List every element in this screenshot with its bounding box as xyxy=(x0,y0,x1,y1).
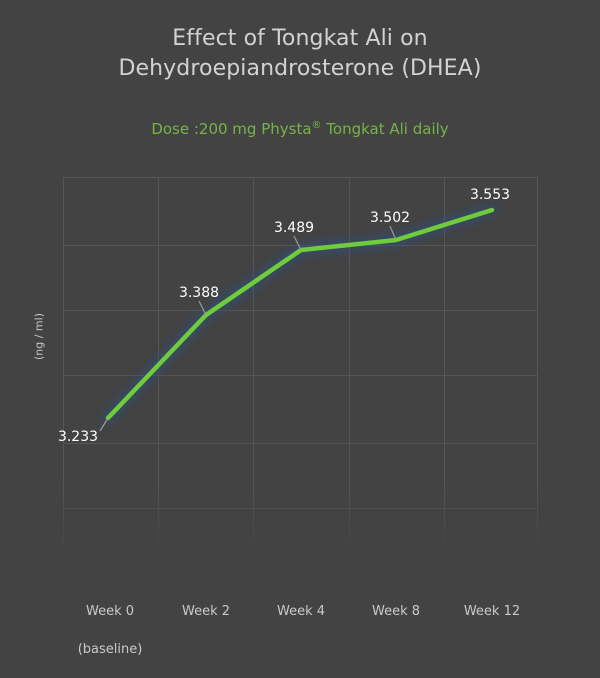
x-tick-label-4: Week 12 xyxy=(432,583,552,640)
data-label-3: 3.502 xyxy=(369,210,411,226)
chart-subtitle-prefix: Dose :200 mg Physta xyxy=(151,120,312,138)
chart-gridlines xyxy=(63,177,538,555)
data-label-4: 3.553 xyxy=(469,187,511,203)
chart-title-line-1: Effect of Tongkat Ali on xyxy=(172,26,428,51)
registered-trademark-icon: ® xyxy=(311,120,322,131)
x-tick-label-2-line1: Week 4 xyxy=(276,604,326,619)
data-label-0: 3.233 xyxy=(57,429,99,445)
data-label-1: 3.388 xyxy=(178,285,220,301)
chart-container: Effect of Tongkat Ali on Dehydroepiandro… xyxy=(0,24,600,657)
data-label-2: 3.489 xyxy=(273,220,315,236)
x-tick-label-0-line2: (baseline) xyxy=(77,642,143,657)
x-tick-label-1-line1: Week 2 xyxy=(181,604,231,619)
chart-subtitle-suffix: Tongkat Ali daily xyxy=(321,120,449,138)
series-glow xyxy=(103,205,497,423)
x-tick-label-1: Week 2 xyxy=(146,583,266,640)
x-tick-label-3-line1: Week 8 xyxy=(371,604,421,619)
x-tick-label-0-line1: Week 0 xyxy=(85,604,135,619)
x-tick-label-3: Week 8 xyxy=(336,583,456,640)
chart-series-layer xyxy=(99,205,497,432)
y-axis-label: (ng / ml) xyxy=(32,313,46,361)
chart-subtitle: Dose :200 mg Physta® Tongkat Ali daily xyxy=(0,119,600,139)
data-label-leader-lines xyxy=(99,225,397,432)
chart-title-line-2: Dehydroepiandrosterone (DHEA) xyxy=(118,56,482,81)
series-line-dhea[interactable] xyxy=(105,207,495,421)
x-tick-label-4-line1: Week 12 xyxy=(463,604,521,619)
chart-title: Effect of Tongkat Ali on Dehydroepiandro… xyxy=(0,24,600,84)
plot-area: 3.233 3.388 3.489 3.502 3.553 xyxy=(58,177,538,555)
x-tick-label-2: Week 4 xyxy=(241,583,361,640)
